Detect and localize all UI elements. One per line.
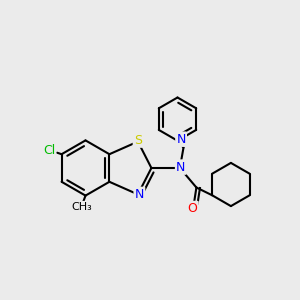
- Text: N: N: [176, 160, 185, 174]
- Text: N: N: [176, 133, 186, 146]
- Text: CH₃: CH₃: [71, 202, 92, 212]
- Text: S: S: [134, 134, 142, 147]
- Text: N: N: [135, 188, 144, 201]
- Text: O: O: [188, 202, 197, 215]
- Text: Cl: Cl: [43, 144, 55, 157]
